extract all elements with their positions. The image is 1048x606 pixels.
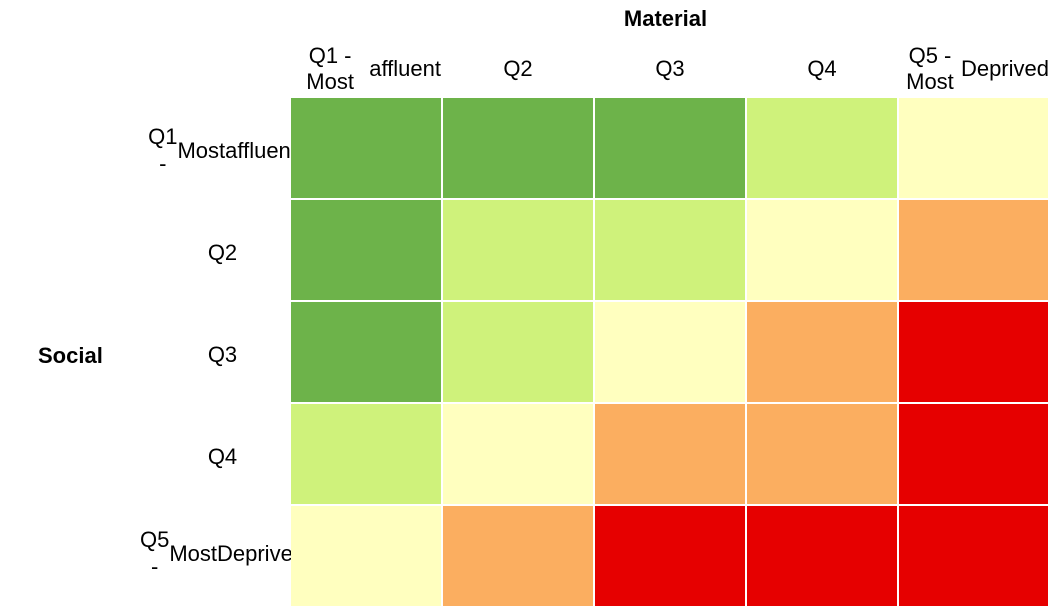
heatmap-cell-r3-c1 xyxy=(291,302,441,402)
heatmap-cell-r4-c1 xyxy=(291,404,441,504)
heatmap-cell-r4-c3 xyxy=(595,404,745,504)
column-label-3: Q3 xyxy=(655,56,685,81)
heatmap-cell-r1-c3 xyxy=(595,98,745,198)
heatmap-cell-r1-c4 xyxy=(747,98,897,198)
heatmap-cell-r2-c3 xyxy=(595,200,745,300)
heatmap-cell-r5-c5 xyxy=(899,506,1048,606)
row-label-1: Q1 - Most affluent xyxy=(148,124,297,176)
heatmap-grid xyxy=(291,98,1048,606)
heatmap-cell-r1-c2 xyxy=(443,98,593,198)
column-label-4: Q4 xyxy=(807,56,837,81)
row-label-5: Q5 - Most Deprived xyxy=(139,527,306,579)
column-label-1: Q1 - Most affluent xyxy=(306,43,441,94)
heatmap-cell-r3-c3 xyxy=(595,302,745,402)
row-label-3: Q3 xyxy=(207,341,238,367)
heatmap-cell-r3-c4 xyxy=(747,302,897,402)
heatmap-cell-r2-c1 xyxy=(291,200,441,300)
heatmap-cell-r1-c5 xyxy=(899,98,1048,198)
material-axis-title: Material xyxy=(623,6,708,31)
heatmap-cell-r1-c1 xyxy=(291,98,441,198)
column-label-2: Q2 xyxy=(503,56,533,81)
social-axis-title: Social xyxy=(38,343,103,368)
heatmap-cell-r2-c5 xyxy=(899,200,1048,300)
heatmap-cell-r2-c4 xyxy=(747,200,897,300)
heatmap-cell-r3-c5 xyxy=(899,302,1048,402)
heatmap-cell-r5-c3 xyxy=(595,506,745,606)
heatmap-cell-r4-c5 xyxy=(899,404,1048,504)
heatmap-cell-r4-c4 xyxy=(747,404,897,504)
column-label-5: Q5 - Most Deprived xyxy=(906,43,1048,94)
heatmap-cell-r4-c2 xyxy=(443,404,593,504)
heatmap-cell-r5-c1 xyxy=(291,506,441,606)
heatmap-cell-r5-c2 xyxy=(443,506,593,606)
heatmap-cell-r2-c2 xyxy=(443,200,593,300)
heatmap-cell-r5-c4 xyxy=(747,506,897,606)
heatmap-cell-r3-c2 xyxy=(443,302,593,402)
row-label-2: Q2 xyxy=(207,239,238,265)
row-label-4: Q4 xyxy=(207,443,238,469)
